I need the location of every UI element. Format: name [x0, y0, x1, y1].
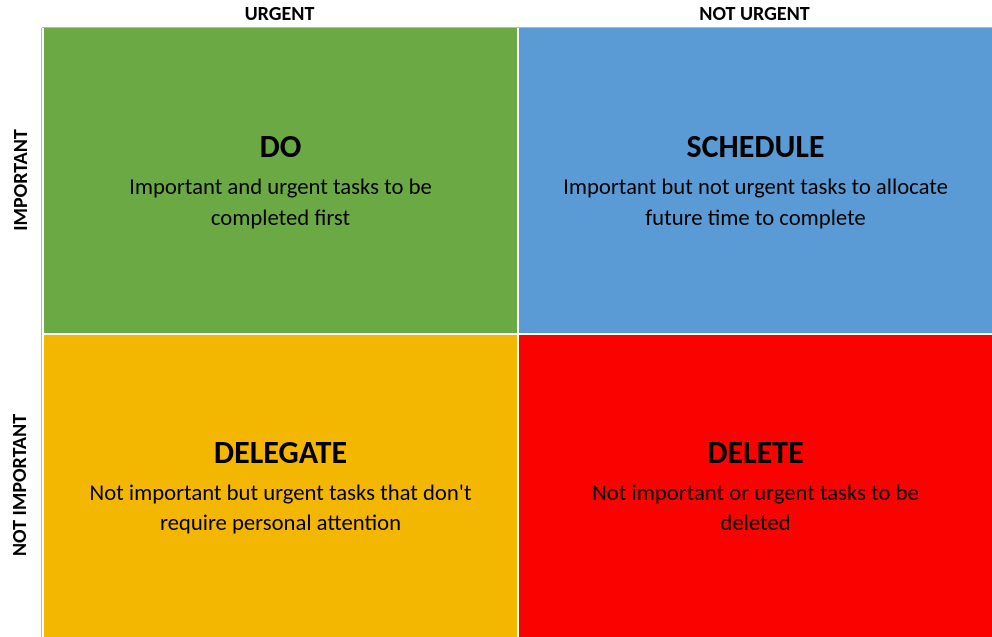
quadrant-delegate-desc: Not important but urgent tasks that don'… — [84, 478, 477, 539]
column-header-urgent-label: URGENT — [245, 2, 315, 26]
column-header-not-urgent: NOT URGENT — [517, 0, 992, 28]
quadrant-delete-title: DELETE — [707, 433, 803, 472]
row-header-not-important: NOT IMPORTANT — [0, 333, 42, 637]
quadrant-do: DO Important and urgent tasks to be comp… — [42, 28, 517, 333]
matrix-corner — [0, 0, 42, 28]
quadrant-delete-desc: Not important or urgent tasks to be dele… — [559, 478, 952, 539]
row-header-not-important-label: NOT IMPORTANT — [9, 414, 33, 556]
column-header-not-urgent-label: NOT URGENT — [699, 2, 809, 26]
row-header-important: IMPORTANT — [0, 28, 42, 333]
quadrant-do-title: DO — [260, 127, 302, 166]
quadrant-delegate: DELEGATE Not important but urgent tasks … — [42, 333, 517, 637]
quadrant-do-desc: Important and urgent tasks to be complet… — [84, 172, 477, 233]
row-header-important-label: IMPORTANT — [9, 129, 33, 231]
quadrant-schedule: SCHEDULE Important but not urgent tasks … — [517, 28, 992, 333]
quadrant-schedule-desc: Important but not urgent tasks to alloca… — [559, 172, 952, 233]
quadrant-schedule-title: SCHEDULE — [686, 127, 824, 166]
quadrant-delete: DELETE Not important or urgent tasks to … — [517, 333, 992, 637]
quadrant-delegate-title: DELEGATE — [214, 433, 347, 472]
column-header-urgent: URGENT — [42, 0, 517, 28]
